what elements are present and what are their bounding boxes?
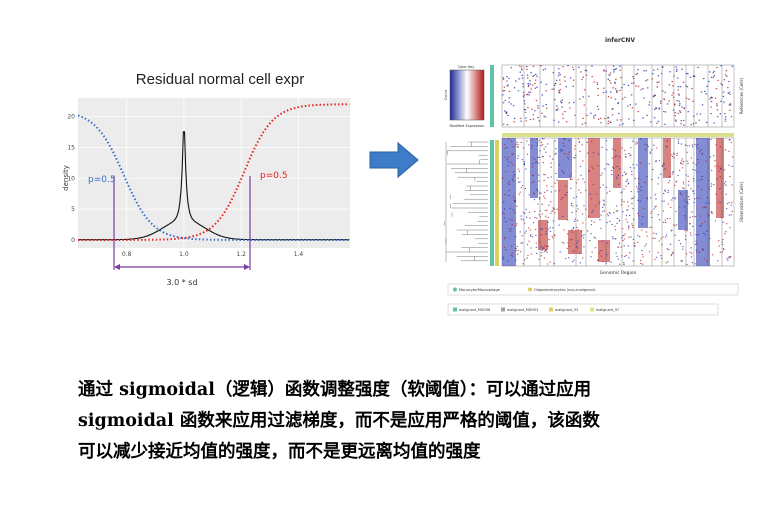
- y-tick-labels: 0 5 10 15 20: [67, 114, 75, 244]
- right-sigmoid-curve: [78, 103, 350, 241]
- legend-item: malignant_97: [596, 308, 619, 312]
- y-tick-label: 10: [67, 175, 75, 182]
- color-key-bottom: Modified Expression: [449, 124, 484, 128]
- left-sigmoid-curve: [77, 114, 350, 241]
- plot-background: [78, 98, 350, 248]
- legend-item: Oligodendrocytes (non-malignant): [534, 288, 596, 292]
- genomic-region-label: Genomic Region: [600, 270, 637, 276]
- density-figure: Residual normal cell expr density 0 5 10 15…: [62, 71, 350, 287]
- sd-span-label: 3.0 * sd: [166, 278, 197, 287]
- legend-bottom: malignant_MGH36 malignant_MGH53 malignan…: [447, 303, 719, 316]
- x-tick-labels: 0.8 1.0 1.2 1.4: [122, 251, 304, 258]
- y-axis-label: density: [62, 165, 70, 191]
- caption-line: 通过 sigmoidal（逻辑）函数调整强度（软阈值）：可以通过应用: [78, 380, 592, 400]
- y-tick-label: 5: [71, 206, 75, 213]
- x-tick-label: 1.4: [294, 251, 304, 258]
- x-tick-label: 1.2: [236, 251, 246, 258]
- density-curves: [77, 103, 350, 241]
- y-tick-label: 20: [67, 114, 75, 121]
- density-title: Residual normal cell expr: [136, 71, 304, 88]
- color-key-side: Count: [444, 89, 448, 100]
- x-tick-label: 1.0: [179, 251, 189, 258]
- references-label: References (Cells): [739, 77, 744, 114]
- reference-heatmap: [501, 64, 735, 128]
- dendrogram: [444, 141, 488, 262]
- y-tick-label: 15: [67, 144, 75, 151]
- sd-span-marker: [113, 176, 251, 270]
- color-key-title: Color Key: [458, 65, 475, 69]
- legend-item: Monocyte/Macrophage: [459, 288, 501, 292]
- legend-top: Monocyte/Macrophage Oligodendrocytes (no…: [447, 283, 739, 296]
- gridlines: [78, 98, 350, 248]
- caption-line: 可以减少接近均值的强度，而不是更远离均值的强度: [78, 442, 481, 462]
- legend-item: malignant_93: [555, 308, 578, 312]
- right-threshold-label: p=0.5: [260, 171, 288, 181]
- left-threshold-label: p=0.5: [88, 175, 116, 185]
- y-tick-label: 0: [71, 237, 75, 244]
- legend-item: malignant_MGH53: [507, 308, 538, 312]
- caption-line: sigmoidal 函数来应用过滤梯度，而不是应用严格的阈值，该函数: [78, 411, 600, 431]
- observations-label: Observations (Cells): [739, 181, 744, 222]
- x-tick-label: 0.8: [122, 251, 132, 258]
- right-arrow-icon: [369, 141, 419, 179]
- color-key: Color Key Count Modified Expression: [444, 65, 485, 128]
- caption-text: 通过 sigmoidal（逻辑）函数调整强度（软阈值）：可以通过应用 sigmo…: [78, 375, 738, 468]
- infercnv-title: inferCNV: [605, 37, 635, 44]
- infercnv-figure: inferCNV Color Key Count Modified Expres…: [444, 37, 744, 316]
- legend-item: malignant_MGH36: [459, 308, 490, 312]
